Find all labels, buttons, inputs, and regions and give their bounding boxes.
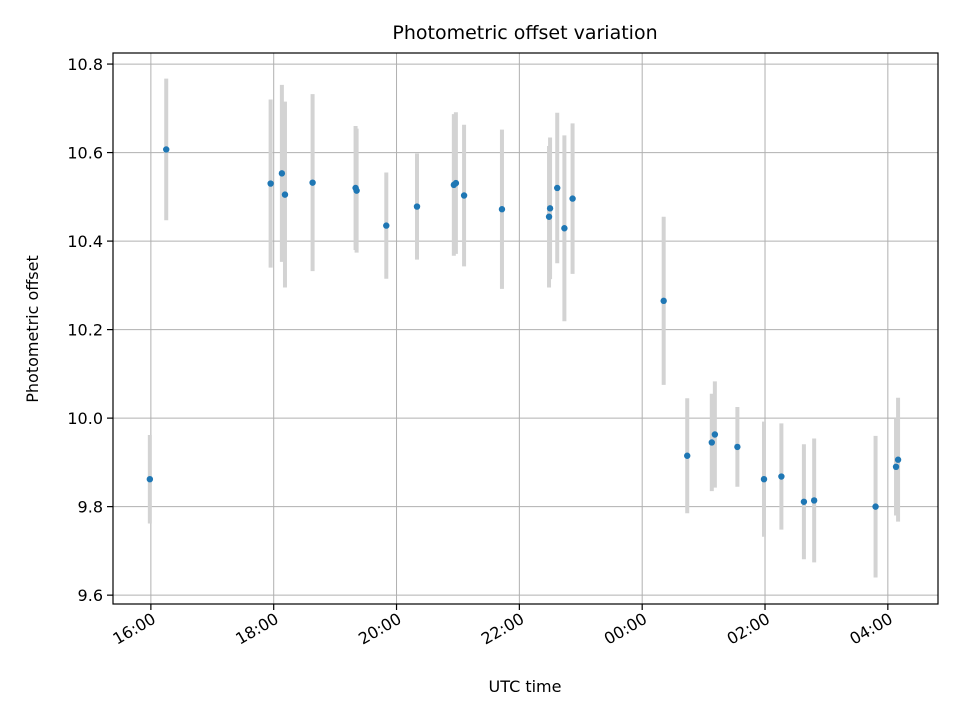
data-point: [281, 191, 289, 198]
x-tick-label: 16:00: [109, 609, 158, 649]
x-tick-label: 22:00: [478, 609, 527, 649]
y-tick-label: 10.4: [67, 232, 103, 251]
x-tick-label: 20:00: [355, 609, 404, 649]
data-point: [778, 473, 785, 480]
y-tick-label: 10.0: [67, 409, 103, 428]
data-point: [810, 497, 818, 504]
data-point: [708, 439, 715, 446]
error-bars: [147, 78, 901, 578]
data-point: [546, 205, 554, 212]
data-point: [163, 146, 170, 153]
data-point: [267, 180, 274, 187]
y-tick-label: 10.6: [67, 144, 103, 163]
x-tick-label: 02:00: [724, 609, 773, 649]
data-point: [146, 475, 154, 483]
data-point: [554, 184, 561, 192]
data-point: [711, 431, 719, 438]
grid: [113, 53, 938, 604]
data-point: [452, 179, 460, 187]
data-point: [660, 297, 667, 305]
data-point: [413, 203, 421, 210]
data-point: [353, 187, 360, 194]
data-point: [498, 206, 506, 213]
data-point: [545, 213, 553, 220]
y-tick-label: 9.6: [78, 586, 103, 605]
data-point: [800, 498, 808, 505]
y-axis-label: Photometric offset: [23, 255, 42, 403]
plot-area: [112, 52, 939, 605]
y-tick-label: 9.8: [78, 498, 103, 517]
data-point: [892, 463, 900, 471]
y-axis-ticks: 9.6 9.8 10.0 10.2 10.4 10.6 10.8: [67, 55, 113, 605]
x-axis-label: UTC time: [489, 677, 562, 696]
data-point: [684, 452, 691, 459]
x-tick-label: 18:00: [232, 609, 281, 649]
data-point: [872, 503, 879, 510]
data-point: [278, 170, 286, 177]
data-point: [894, 456, 902, 463]
data-point: [569, 195, 576, 202]
data-point: [734, 443, 741, 451]
data-point: [309, 179, 316, 186]
chart-title: Photometric offset variation: [392, 22, 657, 44]
data-point: [383, 222, 390, 229]
x-tick-label: 00:00: [601, 609, 650, 649]
y-tick-label: 10.8: [67, 55, 103, 74]
data-points: [146, 146, 902, 510]
data-point: [561, 225, 568, 232]
data-point: [760, 475, 768, 483]
x-axis-ticks: 16:00 18:00 20:00 22:00 00:00 02:00 04:00: [109, 604, 896, 649]
y-tick-label: 10.2: [67, 321, 103, 340]
x-tick-label: 04:00: [846, 609, 895, 649]
data-point: [460, 192, 468, 199]
